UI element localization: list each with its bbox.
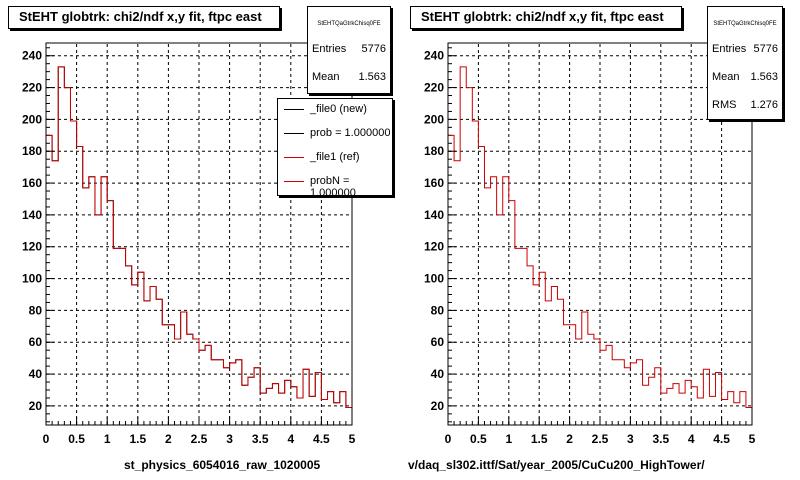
right-stats-value: 1.276 [750,99,778,111]
y-tick-label: 120 [424,240,444,254]
y-tick-label: 220 [22,81,42,95]
y-tick-label: 240 [424,49,444,63]
x-tick-label: 0.5 [470,432,487,446]
left-stats-key: Mean [312,71,340,83]
legend-item: probN = 1.000000 [278,172,392,195]
x-tick-label: 4 [287,432,294,446]
right-x-axis-title: v/daq_sl302.ittf/Sat/year_2005/CuCu200_H… [408,458,705,472]
legend-swatch-new [284,133,304,134]
x-tick-label: 1.5 [129,432,146,446]
right-plot-title: StEHT globtrk: chi2/ndf x,y fit, ftpc ea… [410,6,682,29]
legend-item: _file1 (ref) [278,148,392,168]
left-stats-value: 1.563 [358,71,386,83]
left-plot-title: StEHT globtrk: chi2/ndf x,y fit, ftpc ea… [8,6,280,29]
y-tick-label: 100 [22,272,42,286]
x-tick-label: 5 [749,432,756,446]
y-tick-label: 200 [424,112,444,126]
histogram-series-0 [448,66,752,408]
y-tick-label: 140 [424,208,444,222]
y-tick-label: 40 [431,367,445,381]
x-tick-label: 3.5 [252,432,269,446]
x-tick-label: 0 [43,432,50,446]
right-stats-name: StEHTQaGtrkChisq0FE [713,21,777,27]
x-tick-label: 1.5 [531,432,548,446]
x-tick-label: 0 [445,432,452,446]
legend-swatch-ref [284,181,304,182]
x-tick-label: 0.5 [68,432,85,446]
x-tick-label: 2.5 [191,432,208,446]
x-tick-label: 2.5 [592,432,609,446]
y-tick-label: 100 [424,272,444,286]
y-tick-label: 180 [424,144,444,158]
x-tick-label: 2 [165,432,172,446]
legend-swatch-ref [284,157,304,158]
y-tick-label: 60 [431,335,445,349]
legend-item: _file0 (new) [278,100,392,120]
right-stats-value: 5776 [753,43,778,55]
y-tick-label: 80 [29,303,43,317]
y-tick-label: 180 [22,144,42,158]
y-tick-label: 160 [22,176,42,190]
legend-label: _file0 (new) [310,103,367,115]
x-tick-label: 3 [627,432,634,446]
histogram-series-1 [46,66,352,408]
y-tick-label: 20 [431,399,445,413]
legend-label: _file1 (ref) [310,151,360,163]
y-tick-label: 40 [29,367,43,381]
x-tick-label: 3 [226,432,233,446]
right-stats-box: StEHTQaGtrkChisq0FE Entries 5776 Mean 1.… [707,6,783,120]
left-stats-name: StEHTQaGtrkChisq0FE [317,21,381,27]
legend-item: prob = 1.000000 [278,124,392,144]
left-plot: 0 0.5 1 1.5 2 2.5 3 3.5 4 4.5 5 20 40 60 80 100 120 140 16… [22,42,356,446]
x-tick-label: 1 [104,432,111,446]
left-stats-key: Entries [312,43,347,55]
y-tick-label: 120 [22,240,42,254]
right-stats-row-mean: Mean 1.563 [712,71,778,85]
legend-label: prob = 1.000000 [310,127,391,139]
y-tick-label: 160 [424,176,444,190]
right-stats-value: 1.563 [750,71,778,83]
left-stats-value: 5776 [361,43,386,55]
right-stats-row-rms: RMS 1.276 [712,99,778,113]
x-tick-label: 5 [349,432,356,446]
x-tick-label: 4.5 [313,432,330,446]
right-stats-row-entries: Entries 5776 [712,43,778,57]
left-stats-box: StEHTQaGtrkChisq0FE Entries 5776 Mean 1.… [307,6,391,94]
right-stats-key: RMS [712,99,737,111]
y-tick-label: 80 [431,303,445,317]
legend-swatch-new [284,109,304,110]
left-x-axis-title: st_physics_6054016_raw_1020005 [124,458,321,472]
x-tick-label: 4 [688,432,695,446]
right-plot: 0 0.5 1 1.5 2 2.5 3 3.5 4 4.5 5 20 40 60 80 100 120 140 16… [424,42,756,446]
left-stats-row-mean: Mean 1.563 [312,71,386,85]
legend: _file0 (new) prob = 1.000000 _file1 (ref… [277,98,393,196]
right-stats-key: Mean [712,71,740,83]
y-tick-label: 140 [22,208,42,222]
y-tick-label: 240 [22,49,42,63]
x-tick-label: 2 [566,432,573,446]
right-stats-key: Entries [712,43,747,55]
y-tick-label: 220 [424,81,444,95]
x-tick-label: 1 [505,432,512,446]
y-tick-label: 60 [29,335,43,349]
y-tick-label: 200 [22,112,42,126]
x-tick-label: 3.5 [652,432,669,446]
legend-label: probN = 1.000000 [310,175,356,196]
left-stats-row-entries: Entries 5776 [312,43,386,57]
y-tick-label: 20 [29,399,43,413]
right-plot-title-text: StEHT globtrk: chi2/ndf x,y fit, ftpc ea… [421,9,664,24]
x-tick-label: 4.5 [713,432,730,446]
left-plot-title-text: StEHT globtrk: chi2/ndf x,y fit, ftpc ea… [19,9,262,24]
